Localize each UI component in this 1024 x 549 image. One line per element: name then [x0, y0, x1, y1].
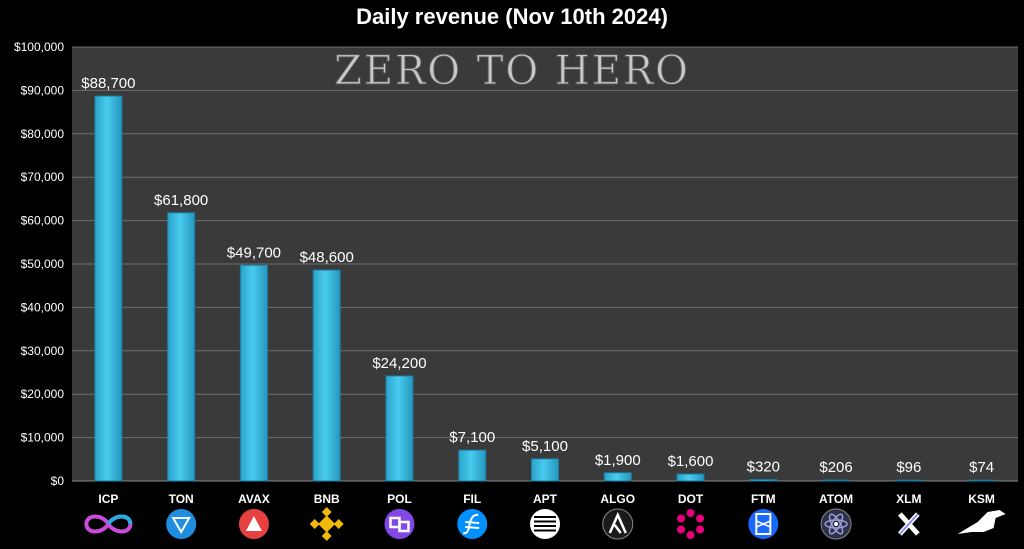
atom-orbit-logo-icon: [820, 508, 852, 540]
y-tick-label: $80,000: [21, 127, 65, 141]
data-label: $49,700: [227, 244, 281, 261]
bar-atom: [822, 479, 851, 482]
bar-fil: [458, 449, 487, 482]
watermark: ZERO TO HERO: [334, 48, 690, 94]
data-label: $5,100: [522, 438, 568, 455]
avax-triangle-logo-icon: [238, 509, 269, 539]
bar-pol: [385, 375, 414, 482]
x-tick-label: FTM: [751, 492, 776, 506]
x-tick-label: TON: [169, 492, 194, 506]
bnb-diamond-logo-icon: [309, 507, 344, 541]
ton-diamond-logo-icon: [166, 509, 197, 539]
y-tick-label: $70,000: [21, 170, 65, 184]
xlm-x-logo-icon: [897, 512, 920, 536]
y-tick-label: $30,000: [21, 344, 65, 358]
x-tick-label: ICP: [98, 492, 118, 506]
data-label: $96: [896, 459, 921, 476]
x-tick-label: AVAX: [238, 492, 270, 506]
pol-link-logo-icon: [384, 509, 415, 539]
fil-f-logo-icon: [457, 509, 488, 539]
x-tick-label: DOT: [678, 492, 704, 506]
y-tick-label: $0: [51, 474, 65, 488]
x-tick-label: FIL: [463, 492, 481, 506]
y-tick-label: $90,000: [21, 83, 65, 97]
bar-icp: [94, 95, 123, 482]
bar-apt: [531, 458, 559, 482]
data-label: $1,600: [668, 453, 714, 470]
x-tick-label: XLM: [896, 492, 921, 506]
apt-lines-logo-icon: [530, 509, 560, 539]
x-tick-label: ALGO: [600, 492, 635, 506]
x-tick-label: BNB: [314, 492, 340, 506]
data-label: $24,200: [372, 355, 426, 372]
x-tick-label: POL: [387, 492, 412, 506]
bar-ton: [167, 212, 196, 482]
bar-ksm: [967, 479, 996, 482]
y-tick-label: $40,000: [21, 300, 65, 314]
data-label: $74: [969, 459, 994, 476]
y-tick-label: $60,000: [21, 214, 65, 228]
data-label: $88,700: [81, 75, 135, 92]
chart-title: Daily revenue (Nov 10th 2024): [356, 4, 668, 29]
bar-xlm: [894, 479, 923, 482]
y-tick-label: $20,000: [21, 387, 65, 401]
ksm-bird-logo-icon: [957, 510, 1006, 534]
x-tick-label: KSM: [968, 492, 995, 506]
bar-dot: [676, 473, 705, 482]
bar-avax: [239, 264, 268, 482]
icp-infinity-logo-icon: [84, 514, 133, 534]
y-tick-label: $10,000: [21, 431, 65, 445]
algo-a-logo-icon: [602, 508, 634, 540]
ftm-box-logo-icon: [748, 509, 779, 539]
data-label: $206: [819, 459, 852, 476]
x-tick-label: ATOM: [819, 492, 853, 506]
data-label: $48,600: [300, 249, 354, 266]
data-label: $1,900: [595, 452, 641, 469]
y-tick-label: $50,000: [21, 257, 65, 271]
x-tick-label: APT: [533, 492, 558, 506]
bar-algo: [603, 472, 632, 482]
data-label: $7,100: [449, 429, 495, 446]
data-label: $61,800: [154, 192, 208, 209]
y-tick-label: $100,000: [14, 40, 64, 54]
data-label: $320: [747, 459, 780, 476]
bar-ftm: [749, 479, 778, 482]
dot-ring-logo-icon: [677, 509, 705, 539]
bar-bnb: [312, 269, 341, 482]
